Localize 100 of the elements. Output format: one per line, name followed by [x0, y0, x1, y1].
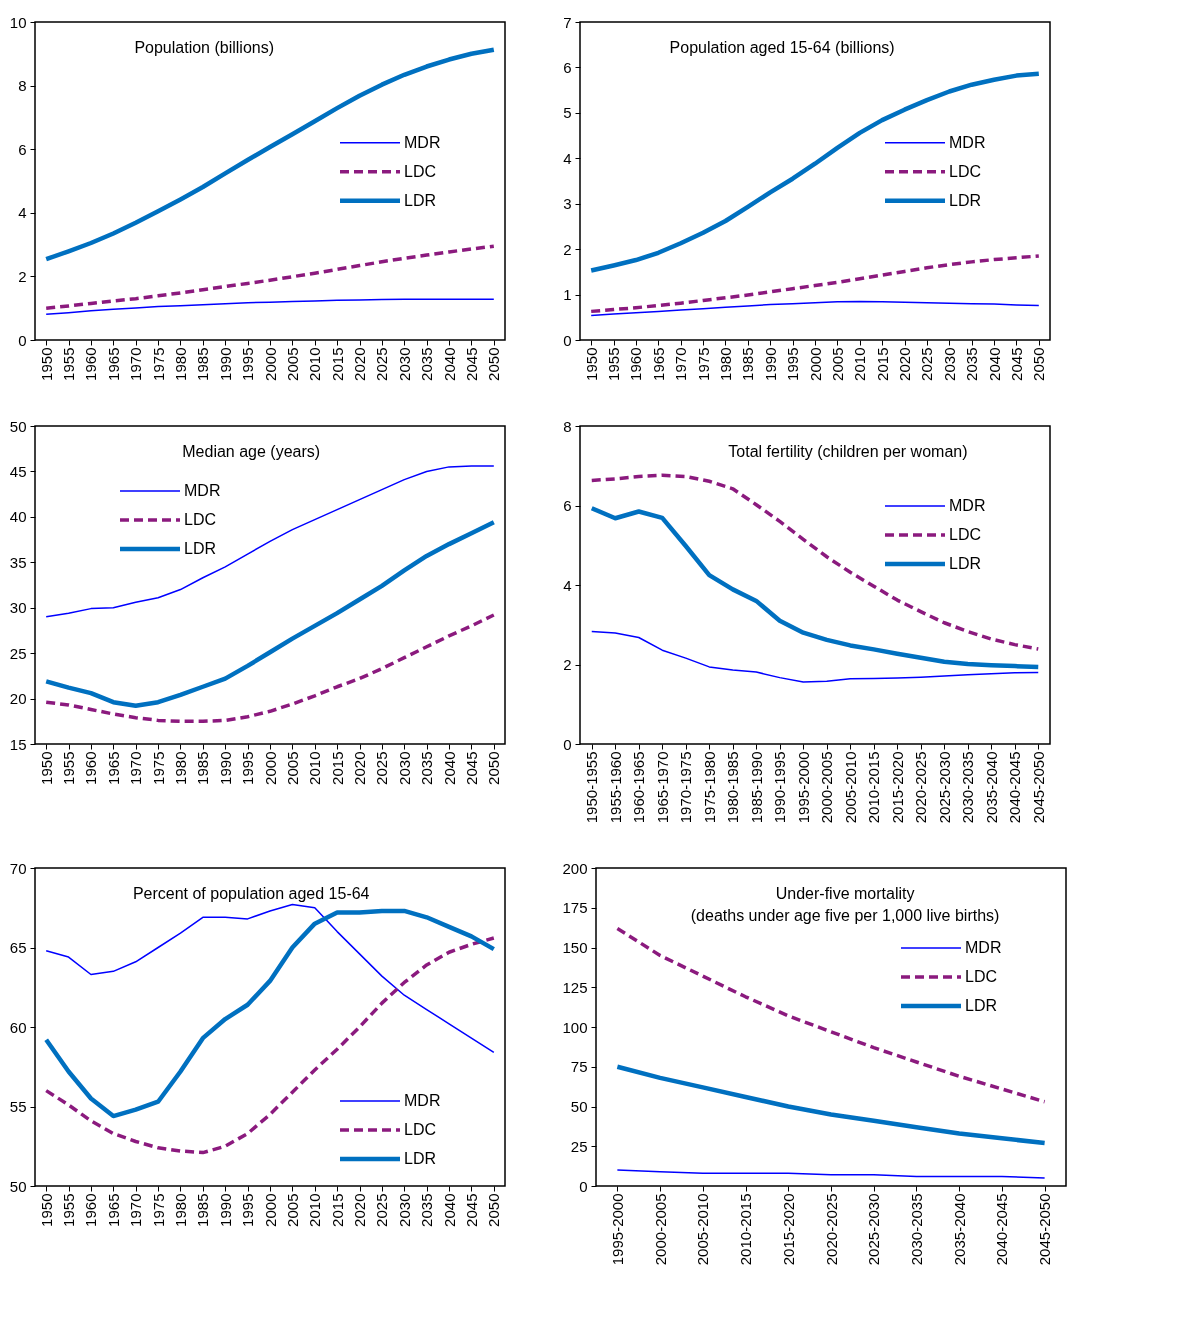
x-tick-label: 1965 [649, 347, 667, 381]
x-tick-label: 2025 [918, 347, 936, 381]
x-tick-label: 2005-2010 [841, 751, 859, 824]
y-tick-label: 5 [563, 104, 572, 122]
x-tick-label: 1995 [784, 347, 802, 381]
x-tick-label: 1970 [672, 347, 690, 381]
y-tick-label: 125 [562, 978, 588, 996]
line-series [591, 630, 1039, 683]
x-tick-label: 1960 [82, 1193, 100, 1227]
x-tick-label: 1975 [694, 347, 712, 381]
line-series [45, 465, 495, 618]
x-tick-label: 1950 [37, 751, 55, 785]
y-tick-label: 4 [563, 576, 572, 594]
legend-label: LDR [949, 191, 982, 209]
x-tick-label: 2015 [328, 347, 346, 381]
y-tick-label: 2 [563, 656, 572, 673]
legend-label: MDR [184, 482, 221, 499]
x-tick-label: 1970-1975 [677, 751, 695, 824]
x-tick-label: 1960 [82, 751, 100, 785]
text: Percent of population aged 15-64 [132, 885, 370, 902]
x-tick-label: 2020 [351, 1193, 369, 1227]
x-tick-label: 2035 [418, 347, 436, 381]
line-series [44, 244, 496, 310]
x-tick-label: 2005 [283, 1193, 301, 1227]
legend-label: LDR [184, 540, 217, 557]
x-tick-label: 2040-2045 [993, 1193, 1011, 1266]
x-tick-label: 1965-1970 [653, 751, 671, 824]
x-tick-label: 2000 [806, 347, 824, 381]
legend-label: LDR [404, 191, 437, 209]
legend-label: MDR [404, 133, 441, 151]
y-tick-label: 0 [563, 331, 572, 349]
line-series [615, 1064, 1047, 1146]
x-tick-label: 1985 [194, 751, 212, 785]
text: (deaths under age five per 1,000 live births) [690, 907, 1000, 924]
x-tick-label: 2050 [1030, 347, 1048, 381]
x-tick-label: 1985 [194, 347, 212, 381]
x-tick-label: 1990 [216, 1193, 234, 1227]
y-tick-label: 200 [562, 859, 588, 877]
x-tick-label: 2040 [440, 751, 458, 785]
x-tick-label: 1995 [239, 1193, 257, 1227]
x-tick-label: 1995 [239, 751, 257, 785]
y-tick-label: 4 [18, 204, 27, 222]
x-tick-label: 2025 [373, 347, 391, 381]
x-tick-label: 2040-2045 [1006, 751, 1024, 824]
legend-label: MDR [965, 939, 1002, 956]
x-tick-label: 2025-2030 [865, 1193, 883, 1266]
y-tick-label: 0 [563, 735, 572, 753]
y-tick-label: 25 [570, 1137, 588, 1155]
x-tick-label: 2015-2020 [779, 1193, 797, 1266]
y-tick-label: 2 [563, 240, 572, 258]
x-tick-label: 1975 [149, 347, 167, 381]
y-tick-label: 20 [9, 690, 27, 708]
legend-label: LDC [965, 968, 998, 985]
x-tick-label: 2035 [963, 347, 981, 381]
x-tick-label: 2045 [462, 347, 480, 381]
x-tick-label: 2045 [1007, 347, 1025, 381]
y-tick-label: 10 [9, 13, 27, 31]
x-tick-label: 2045-2050 [1036, 1193, 1054, 1266]
x-tick-label: 1960 [82, 347, 100, 381]
x-tick-label: 2040 [440, 347, 458, 381]
legend-label: LDR [965, 997, 998, 1014]
y-tick-label: 65 [9, 939, 27, 956]
x-tick-label: 2035 [418, 751, 436, 785]
x-tick-label: 2020 [351, 347, 369, 381]
line-series [45, 298, 495, 315]
y-tick-label: 50 [9, 417, 27, 435]
line-series [43, 908, 497, 1119]
legend-label: LDC [404, 1121, 437, 1138]
line-series [590, 473, 1040, 651]
x-tick-label: 2030 [395, 347, 413, 381]
x-tick-label: 2000 [261, 751, 279, 785]
legend-label: LDC [949, 162, 982, 180]
x-tick-label: 2000 [261, 347, 279, 381]
y-tick-label: 25 [9, 644, 27, 662]
y-tick-label: 0 [579, 1177, 588, 1195]
y-tick-label: 6 [18, 140, 27, 158]
line-series [44, 613, 496, 724]
y-tick-label: 6 [563, 58, 572, 76]
y-tick-label: 100 [562, 1018, 588, 1036]
y-tick-label: 7 [563, 13, 572, 31]
x-tick-label: 2010 [306, 1193, 324, 1227]
y-tick-label: 8 [563, 417, 572, 435]
x-tick-label: 1985 [739, 347, 757, 381]
x-tick-label: 2035-2040 [950, 1193, 968, 1266]
x-tick-label: 2010 [851, 347, 869, 381]
text: Population aged 15-64 (billions) [669, 39, 895, 56]
x-tick-label: 2025 [373, 1193, 391, 1227]
y-tick-label: 175 [562, 899, 588, 917]
x-tick-label: 2035 [418, 1193, 436, 1227]
text: Population (billions) [134, 39, 275, 56]
x-tick-label: 1990 [216, 751, 234, 785]
x-tick-label: 1965 [104, 751, 122, 785]
legend-label: MDR [949, 497, 986, 514]
x-tick-label: 1970 [127, 347, 145, 381]
x-tick-label: 1950 [37, 1193, 55, 1227]
legend-label: MDR [404, 1092, 441, 1109]
x-tick-label: 1955 [605, 347, 623, 381]
x-tick-label: 1985 [194, 1193, 212, 1227]
line-series [590, 300, 1040, 317]
legend-label: LDC [184, 511, 217, 528]
